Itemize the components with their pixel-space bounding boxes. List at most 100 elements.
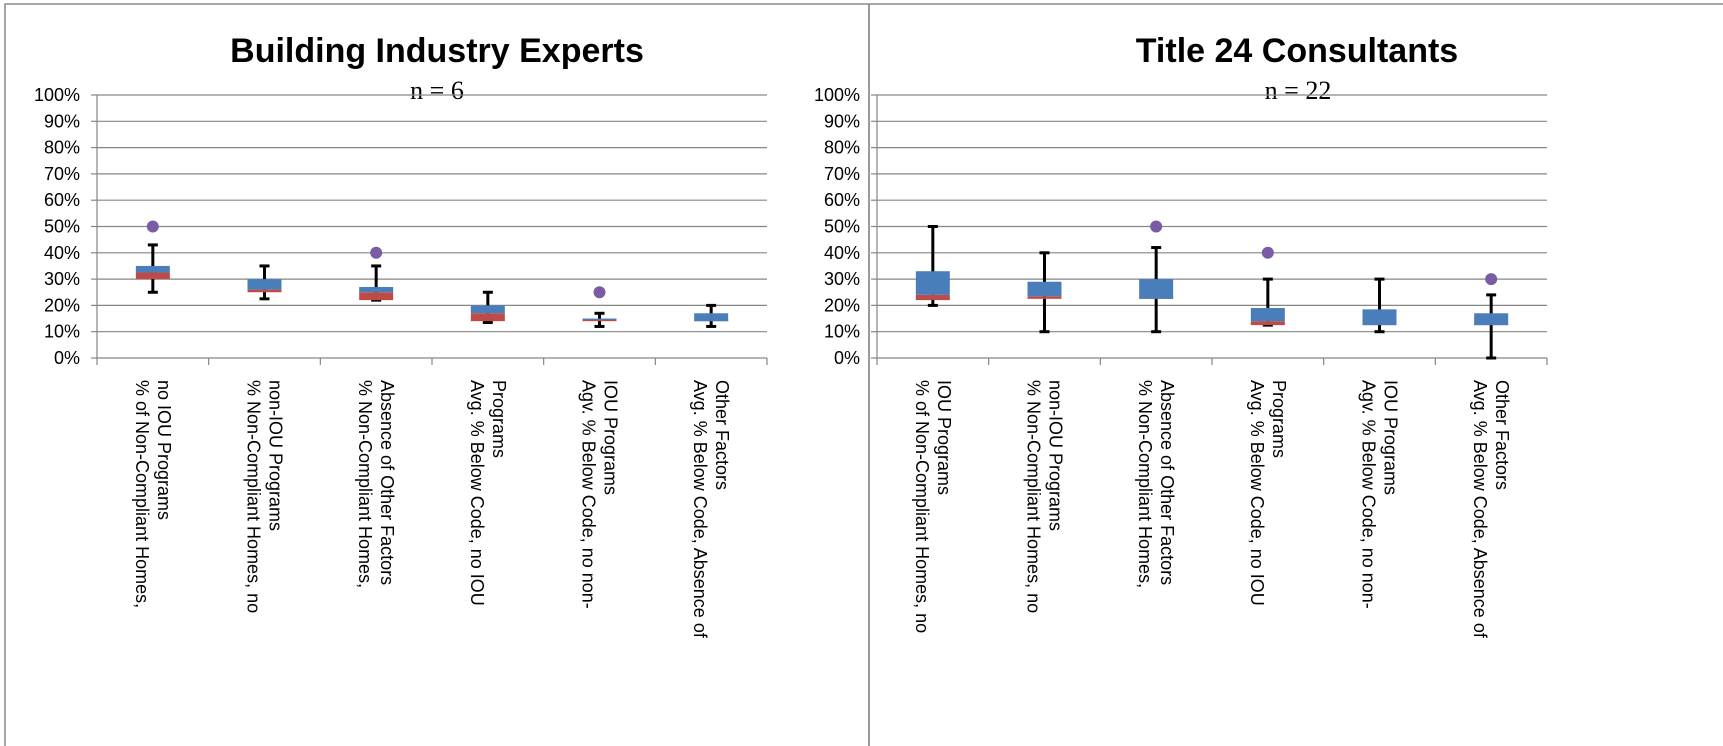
box-upper-quartile xyxy=(694,313,729,322)
x-category-label: % Non-Compliant Homes, Absence of Other F… xyxy=(355,380,397,588)
x-category-label-line: Programs xyxy=(1269,380,1289,458)
subtitle-background xyxy=(376,76,512,106)
x-category-label-line: % Non-Compliant Homes, xyxy=(1135,380,1155,588)
chart-title: Building Industry Experts xyxy=(230,32,644,70)
outlier-point xyxy=(1150,220,1163,233)
y-tick-label: 40% xyxy=(824,243,860,263)
box-plot xyxy=(247,264,282,301)
box-upper-quartile xyxy=(135,265,170,273)
outlier-point xyxy=(593,286,606,299)
box-upper-quartile xyxy=(359,286,394,293)
box-plot xyxy=(359,246,394,302)
box-plot xyxy=(582,286,617,328)
x-category-label-line: IOU Programs xyxy=(934,380,954,495)
x-category-label-line: Other Factors xyxy=(1492,380,1512,490)
y-tick-label: 100% xyxy=(814,85,860,105)
chart-subtitle: n = 6 xyxy=(410,76,464,105)
x-category-label-line: Absence of Other Factors xyxy=(1157,380,1177,585)
y-tick-label: 10% xyxy=(44,322,80,342)
box-lower-quartile xyxy=(359,292,394,301)
x-category-label: % of Non-Compliant Homes, no IOU Programs xyxy=(132,380,174,608)
outlier-point xyxy=(370,246,383,259)
box-upper-quartile xyxy=(1474,313,1509,326)
x-category-label-line: % of Non-Compliant Homes, xyxy=(132,380,152,608)
y-tick-label: 30% xyxy=(824,269,860,289)
x-category-label-line: Other Factors xyxy=(712,380,732,490)
chart-title: Title 24 Consultants xyxy=(1136,32,1458,70)
box-upper-quartile xyxy=(582,318,617,320)
box-lower-quartile xyxy=(470,313,505,322)
x-category-label-line: % Non-Compliant Homes, xyxy=(355,380,375,588)
gridlines xyxy=(91,94,767,359)
box-upper-quartile xyxy=(1362,309,1397,326)
boxes xyxy=(915,220,1509,360)
y-tick-label: 30% xyxy=(44,269,80,289)
boxes xyxy=(135,220,729,328)
x-category-label: % Non-Compliant Homes, no non-IOU Program… xyxy=(1024,380,1066,613)
y-tick-label: 60% xyxy=(824,190,860,210)
outlier-point xyxy=(1485,273,1498,286)
x-category-label: % Non-Compliant Homes, Absence of Other F… xyxy=(1135,380,1177,588)
box-plot xyxy=(1027,251,1062,334)
x-category-label: Avg. % Below Code, no IOU Programs xyxy=(1247,380,1289,606)
x-category-label-line: Agv. % Below Code, no non- xyxy=(579,380,599,609)
box-lower-quartile xyxy=(915,294,950,301)
y-tick-label: 80% xyxy=(44,138,80,158)
y-tick-label: 20% xyxy=(824,295,860,315)
y-axis-tick-labels: 0% 10% 20% 30% 40% 50% 60% 70% 80% 90% 100% xyxy=(814,85,860,368)
x-category-label-line: % Non-Compliant Homes, no xyxy=(1024,380,1044,613)
x-category-label: Agv. % Below Code, no non- IOU Programs xyxy=(579,380,621,609)
subtitle-background xyxy=(1236,76,1360,106)
box-upper-quartile xyxy=(1027,281,1062,297)
x-category-label-line: Avg. % Below Code, no IOU xyxy=(467,380,487,606)
x-category-label: Agv. % Below Code, no non- IOU Programs xyxy=(1359,380,1401,609)
chart-subtitle: n = 22 xyxy=(1265,76,1332,105)
x-category-label-line: IOU Programs xyxy=(1381,380,1401,495)
box-plot xyxy=(1250,246,1285,327)
y-tick-label: 70% xyxy=(44,164,80,184)
x-category-label-line: Agv. % Below Code, no non- xyxy=(1359,380,1379,609)
y-tick-label: 0% xyxy=(54,348,80,368)
x-category-label: % Non-Compliant Homes, no non-IOU Program… xyxy=(244,380,286,613)
x-category-label-line: Programs xyxy=(489,380,509,458)
box-plot xyxy=(470,290,505,324)
x-category-label-line: Avg. % Below Code, Absence of xyxy=(690,380,710,639)
box-lower-quartile xyxy=(1250,321,1285,326)
x-category-label-line: no IOU Programs xyxy=(154,380,174,520)
box-lower-quartile xyxy=(135,272,170,280)
box-lower-quartile xyxy=(247,289,282,293)
x-category-label-line: % Non-Compliant Homes, no xyxy=(244,380,264,613)
x-category-label-line: Avg. % Below Code, Absence of xyxy=(1470,380,1490,639)
box-lower-quartile xyxy=(1027,296,1062,299)
box-plot xyxy=(135,220,170,294)
x-category-label: Avg. % Below Code, Absence of Other Facto… xyxy=(690,380,732,639)
x-category-label-line: Absence of Other Factors xyxy=(377,380,397,585)
y-tick-label: 60% xyxy=(44,190,80,210)
box-upper-quartile xyxy=(470,305,505,314)
y-tick-label: 90% xyxy=(824,111,860,131)
box-plot xyxy=(1139,220,1174,334)
y-tick-label: 0% xyxy=(834,348,860,368)
x-axis xyxy=(96,95,768,365)
y-tick-label: 70% xyxy=(824,164,860,184)
x-axis xyxy=(876,95,1548,365)
outlier-point xyxy=(1261,246,1274,259)
box-upper-quartile xyxy=(247,279,282,290)
gridlines xyxy=(871,94,1547,359)
y-tick-label: 40% xyxy=(44,243,80,263)
box-plot xyxy=(694,303,729,328)
x-category-label-line: % of Non-Compliant Homes, no xyxy=(912,380,932,633)
x-axis-category-labels: % of Non-Compliant Homes, no IOU Programs… xyxy=(912,380,1512,639)
x-category-label-line: non-IOU Programs xyxy=(266,380,286,531)
x-category-label-line: non-IOU Programs xyxy=(1046,380,1066,531)
x-category-label: % of Non-Compliant Homes, no IOU Programs xyxy=(912,380,954,633)
y-axis-tick-labels: 0% 10% 20% 30% 40% 50% 60% 70% 80% 90% 100% xyxy=(34,85,80,368)
y-tick-label: 50% xyxy=(44,217,80,237)
x-category-label-line: IOU Programs xyxy=(601,380,621,495)
y-tick-label: 50% xyxy=(824,217,860,237)
y-tick-label: 10% xyxy=(824,322,860,342)
box-upper-quartile xyxy=(915,271,950,295)
chart-frame xyxy=(868,3,1723,746)
box-plot xyxy=(1474,273,1509,360)
